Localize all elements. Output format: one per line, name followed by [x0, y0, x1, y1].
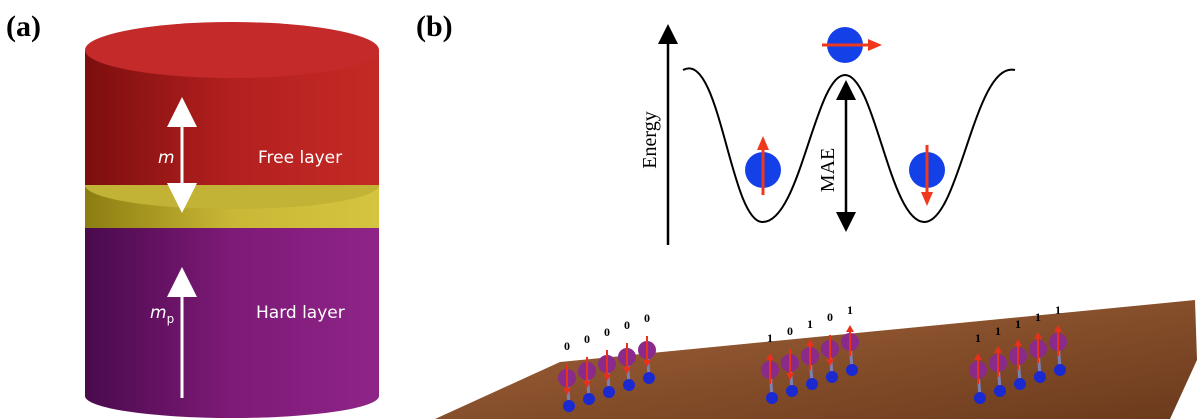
bit-label: 0 [564, 339, 570, 353]
cylinder [85, 22, 379, 418]
bit-label: 0 [604, 325, 610, 339]
atom [1014, 378, 1026, 390]
bit-label: 0 [827, 310, 833, 324]
symbol: m [158, 148, 175, 168]
barrier-label: MAE [817, 148, 839, 192]
atom [563, 400, 575, 412]
bit-label: 1 [975, 331, 981, 345]
energy-diagram [668, 27, 1015, 245]
atom [1034, 371, 1046, 383]
bit-label: 1 [1035, 310, 1041, 324]
atom [826, 371, 838, 383]
atom [786, 385, 798, 397]
atom [583, 393, 595, 405]
bit-label: 0 [584, 332, 590, 346]
panel-label: (a) [6, 10, 41, 43]
axis-label: Energy [639, 111, 661, 168]
atom [1054, 364, 1066, 376]
bit-label: 0 [624, 318, 630, 332]
layer-name: Free layer [258, 148, 342, 168]
layer-name: Hard layer [256, 303, 345, 323]
atom [974, 392, 986, 404]
atom [846, 364, 858, 376]
atom [603, 386, 615, 398]
bit-label: 0 [644, 311, 650, 325]
panel-label: (b) [416, 10, 453, 43]
bit-label: 1 [1055, 303, 1061, 317]
bit-label: 1 [807, 317, 813, 331]
spin-head [846, 325, 854, 332]
bit-label: 1 [1015, 317, 1021, 331]
subscript: p [167, 312, 175, 326]
bit-label: 1 [767, 331, 773, 345]
bit-label: 0 [787, 324, 793, 338]
bit-label: 1 [995, 324, 1001, 338]
atom [643, 372, 655, 384]
figure: (a) (b) m Free layer mp Hard layer Energ… [0, 0, 1197, 419]
atom [806, 378, 818, 390]
atom [766, 392, 778, 404]
bit-label: 1 [847, 303, 853, 317]
symbol: m [150, 303, 167, 323]
atom [623, 379, 635, 391]
atom [994, 385, 1006, 397]
